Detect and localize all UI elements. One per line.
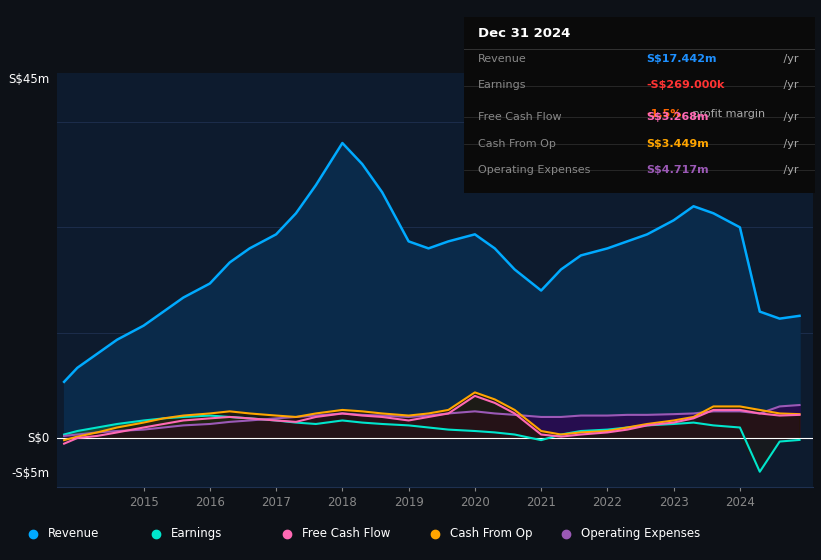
Text: Free Cash Flow: Free Cash Flow — [302, 528, 391, 540]
Text: S$3.449m: S$3.449m — [647, 138, 709, 148]
Text: Cash From Op: Cash From Op — [478, 138, 556, 148]
Text: Earnings: Earnings — [478, 80, 526, 90]
Text: /yr: /yr — [780, 165, 799, 175]
Text: /yr: /yr — [780, 138, 799, 148]
Text: -S$269.000k: -S$269.000k — [647, 80, 725, 90]
Text: Operating Expenses: Operating Expenses — [478, 165, 590, 175]
Text: -S$5m: -S$5m — [11, 466, 50, 480]
Text: Dec 31 2024: Dec 31 2024 — [478, 27, 571, 40]
Text: Revenue: Revenue — [478, 54, 526, 64]
Text: /yr: /yr — [780, 112, 799, 122]
Text: Operating Expenses: Operating Expenses — [581, 528, 700, 540]
Text: S$0: S$0 — [28, 432, 50, 445]
Text: S$17.442m: S$17.442m — [647, 54, 717, 64]
Text: profit margin: profit margin — [689, 109, 765, 119]
Text: S$45m: S$45m — [9, 73, 50, 86]
Text: Revenue: Revenue — [48, 528, 99, 540]
Text: Cash From Op: Cash From Op — [450, 528, 532, 540]
Text: Free Cash Flow: Free Cash Flow — [478, 112, 562, 122]
Text: S$3.268m: S$3.268m — [647, 112, 709, 122]
Text: -1.5%: -1.5% — [647, 109, 682, 119]
Text: S$4.717m: S$4.717m — [647, 165, 709, 175]
Text: /yr: /yr — [780, 54, 799, 64]
Text: Earnings: Earnings — [171, 528, 222, 540]
Text: /yr: /yr — [780, 80, 799, 90]
